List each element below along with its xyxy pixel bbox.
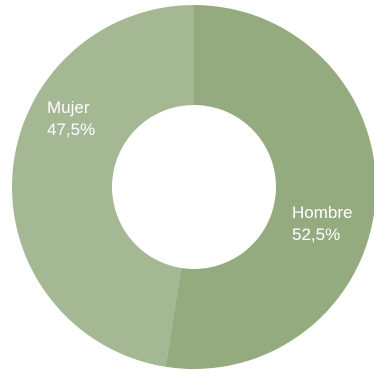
labels-group: Hombre 52,5% Mujer 47,5% — [47, 98, 352, 244]
slice-hombre — [165, 5, 374, 369]
slice-value-hombre: 52,5% — [292, 225, 340, 244]
slice-value-mujer: 47,5% — [47, 120, 95, 139]
slice-label-hombre: Hombre — [292, 203, 352, 222]
slice-label-mujer: Mujer — [47, 98, 90, 117]
slices-group — [12, 5, 374, 369]
slice-mujer — [12, 5, 195, 367]
